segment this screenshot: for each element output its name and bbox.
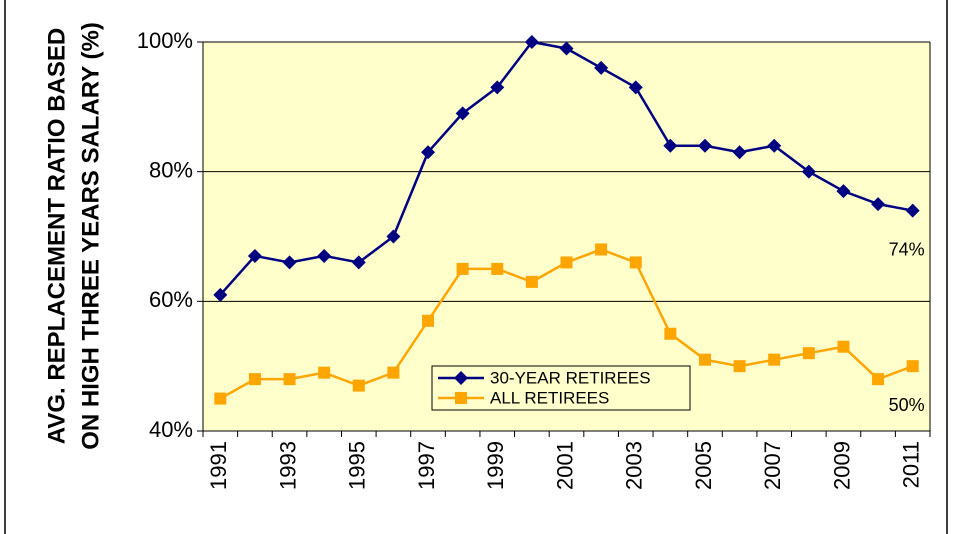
x-tick-label: 1991 bbox=[206, 441, 231, 490]
data-point bbox=[733, 360, 746, 373]
data-point bbox=[248, 373, 261, 386]
data-point bbox=[664, 327, 677, 340]
data-point bbox=[387, 366, 400, 379]
y-axis-label: ON HIGH THREE YEARS SALARY (%) bbox=[77, 22, 104, 450]
data-point bbox=[491, 262, 504, 275]
data-point bbox=[594, 60, 609, 75]
data-point bbox=[629, 256, 642, 269]
data-point bbox=[318, 366, 331, 379]
data-point bbox=[732, 145, 747, 160]
x-tick-label: 2001 bbox=[552, 441, 577, 490]
x-tick-label: 1995 bbox=[345, 441, 370, 490]
data-point bbox=[872, 373, 885, 386]
data-point bbox=[282, 255, 297, 270]
data-point bbox=[352, 379, 365, 392]
legend-box bbox=[431, 365, 691, 411]
data-point bbox=[456, 262, 469, 275]
legend-marker bbox=[455, 392, 467, 404]
chart-frame bbox=[4, 0, 948, 534]
data-point bbox=[697, 138, 712, 153]
legend-label: ALL RETIREES bbox=[490, 388, 609, 407]
y-axis-label: AVG. REPLACEMENT RATIO BASED bbox=[43, 28, 70, 444]
y-tick-label: 100% bbox=[137, 28, 193, 53]
data-point bbox=[595, 243, 608, 256]
legend-label: 30-YEAR RETIREES bbox=[490, 368, 651, 387]
x-tick-label: 2011 bbox=[899, 441, 924, 488]
data-label: 74% bbox=[889, 239, 925, 259]
data-point bbox=[283, 373, 296, 386]
data-point bbox=[837, 340, 850, 353]
x-tick-label: 2003 bbox=[622, 441, 647, 490]
data-point bbox=[490, 80, 505, 95]
data-point bbox=[871, 197, 886, 212]
data-point bbox=[317, 248, 332, 263]
data-point bbox=[213, 287, 228, 302]
data-point bbox=[560, 256, 573, 269]
data-point bbox=[351, 255, 366, 270]
x-tick-label: 1999 bbox=[483, 441, 508, 490]
legend-marker bbox=[454, 371, 468, 385]
x-tick-label: 1997 bbox=[414, 441, 439, 490]
data-point bbox=[247, 248, 262, 263]
data-point bbox=[455, 106, 470, 121]
data-point bbox=[386, 229, 401, 244]
x-tick-label: 2007 bbox=[760, 441, 785, 490]
y-tick-label: 60% bbox=[149, 287, 193, 312]
data-point bbox=[698, 353, 711, 366]
data-point bbox=[767, 138, 782, 153]
data-point bbox=[525, 275, 538, 288]
data-label: 50% bbox=[889, 395, 925, 415]
data-point bbox=[421, 145, 436, 160]
data-point bbox=[802, 347, 815, 360]
data-point bbox=[906, 360, 919, 373]
data-point bbox=[905, 203, 920, 218]
data-point bbox=[768, 353, 781, 366]
data-point bbox=[524, 35, 539, 49]
x-tick-label: 2009 bbox=[829, 441, 854, 490]
x-tick-label: 1993 bbox=[275, 441, 300, 490]
data-point bbox=[663, 138, 678, 153]
data-point bbox=[836, 184, 851, 199]
data-point bbox=[801, 164, 816, 179]
data-point bbox=[422, 314, 435, 327]
y-tick-label: 80% bbox=[149, 157, 193, 182]
data-point bbox=[628, 80, 643, 95]
data-point bbox=[214, 392, 227, 405]
y-tick-label: 40% bbox=[149, 417, 193, 442]
x-tick-label: 2005 bbox=[691, 441, 716, 490]
data-point bbox=[559, 41, 574, 56]
